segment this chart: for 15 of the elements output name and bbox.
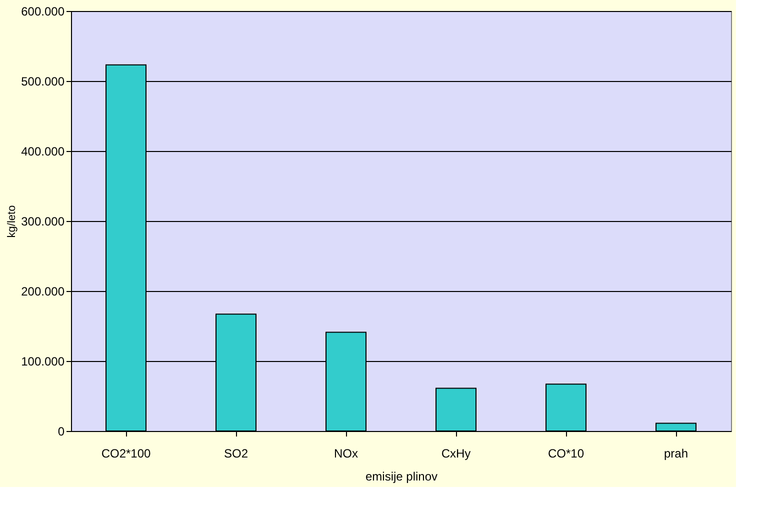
- y-tick-label: 0: [58, 424, 65, 438]
- x-axis-title: emisije plinov: [365, 470, 438, 484]
- x-tick-label: NOx: [334, 446, 358, 460]
- y-tick-label: 600.000: [21, 4, 65, 18]
- x-tick-label: CO2*100: [101, 446, 152, 460]
- y-tick-label: 200.000: [21, 284, 65, 298]
- y-tick-label: 300.000: [21, 214, 65, 228]
- y-tick-label: 400.000: [21, 144, 65, 158]
- x-tick-label: SO2: [224, 446, 248, 460]
- x-tick-label: CxHy: [441, 446, 471, 460]
- y-axis-title: kg/leto: [6, 205, 18, 238]
- y-tick-label: 500.000: [21, 74, 65, 88]
- y-tick-label: 100.000: [21, 354, 65, 368]
- x-tick-label: prah: [664, 446, 688, 460]
- x-tick-label: CO*10: [548, 446, 584, 460]
